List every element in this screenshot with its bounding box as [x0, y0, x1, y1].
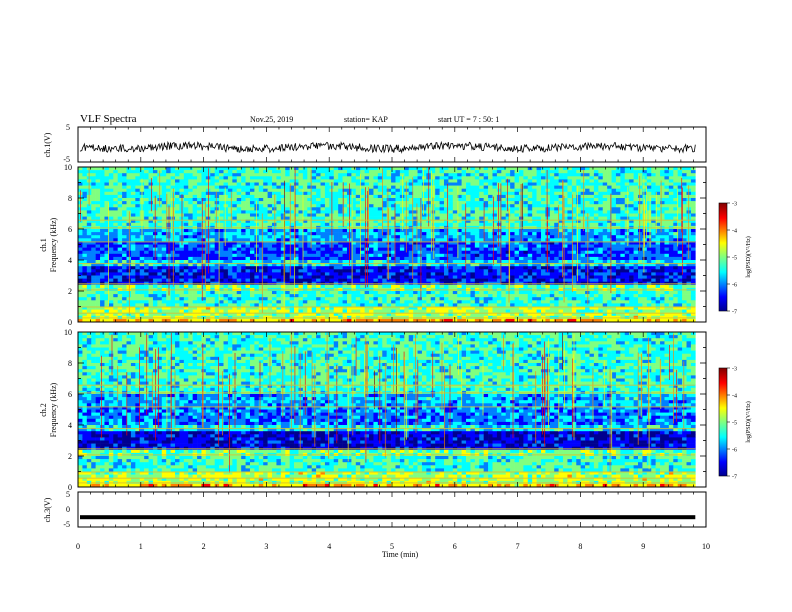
colorbar-tick-label: -6 [732, 448, 737, 454]
ch1-waveform-trace [79, 140, 696, 154]
ch3-waveform-panel: 5 0 -5 ch.3(V) [43, 490, 707, 529]
ch1-spectrogram-channel-label: ch.1 [39, 238, 48, 252]
colorbar-ch2-gradient [718, 367, 728, 477]
spectrogram-ytick-label: 8 [68, 194, 72, 203]
ch1-spectrogram-panel: 0 2 4 6 8 10 ch.1 Frequency (kHz) [39, 163, 707, 327]
ch2-spectrogram-ylabel: Frequency (kHz) [49, 382, 58, 437]
time-tick-label: 5 [390, 542, 394, 551]
colorbar-tick-label: -5 [732, 421, 737, 427]
time-tick-label: 3 [264, 542, 268, 551]
ch1-spectrogram-image [78, 167, 706, 323]
ch1-ytick-bottom: -5 [63, 155, 70, 164]
spectrogram-ytick-label: 4 [68, 421, 72, 430]
time-axis: 0 1 2 3 4 5 6 7 8 9 10 [76, 127, 710, 551]
spectrogram-ytick-label: 6 [68, 225, 72, 234]
ch1-waveform-panel: 5 -5 ch.1(V) [43, 123, 707, 164]
colorbar-tick-label: -5 [732, 256, 737, 262]
ch2-spectrogram-channel-label: ch.2 [39, 403, 48, 417]
time-tick-label: 7 [516, 542, 520, 551]
time-tick-label: 6 [453, 542, 457, 551]
time-tick-label: 10 [702, 542, 710, 551]
colorbar-tick-label: -4 [732, 229, 737, 235]
ch2-spectrogram-panel: 0 2 4 6 8 10 ch.2 Frequency (kHz) [39, 328, 707, 492]
ch1-spectrogram-ylabel: Frequency (kHz) [49, 217, 58, 272]
colorbar-ch2: -3 -4 -5 -6 -7 log(PSD)(V²/Hz) [718, 367, 752, 481]
time-tick-label: 1 [139, 542, 143, 551]
time-tick-label: 0 [76, 542, 80, 551]
ch3-waveform-ylabel: ch.3(V) [43, 497, 52, 522]
colorbar-ch2-label: log(PSD)(V²/Hz) [745, 401, 752, 442]
spectrogram-ytick-label: 10 [64, 163, 72, 172]
ch3-waveform-trace [80, 515, 696, 520]
colorbar-ch1-label: log(PSD)(V²/Hz) [745, 236, 752, 277]
colorbar-ch1-gradient [718, 202, 728, 312]
ch1-ytick-top: 5 [66, 123, 70, 132]
ch3-ytick-bottom: -5 [63, 520, 70, 529]
time-tick-label: 4 [327, 542, 331, 551]
ch2-spectrogram-image [78, 332, 706, 488]
time-tick-label: 9 [641, 542, 645, 551]
colorbar-tick-label: -6 [732, 283, 737, 289]
time-axis-label: Time (min) [382, 550, 419, 559]
colorbar-tick-label: -7 [732, 310, 737, 316]
ch3-waveform-frame [77, 491, 707, 528]
spectrogram-ytick-label: 2 [68, 287, 72, 296]
spectrogram-ytick-label: 10 [64, 328, 72, 337]
time-tick-label: 8 [578, 542, 582, 551]
spectrogram-ytick-label: 0 [68, 318, 72, 327]
spectrogram-ytick-label: 6 [68, 390, 72, 399]
spectrogram-ytick-label: 8 [68, 359, 72, 368]
station-label: station= KAP [344, 115, 388, 124]
ch3-ytick-top: 5 [66, 490, 70, 499]
spectrogram-ytick-label: 4 [68, 256, 72, 265]
colorbar-tick-label: -4 [732, 394, 737, 400]
start-time-label: start UT = 7 : 50: 1 [438, 115, 499, 124]
colorbar-tick-label: -3 [732, 367, 737, 373]
colorbar-tick-label: -3 [732, 202, 737, 208]
time-tick-label: 2 [202, 542, 206, 551]
spectrogram-ytick-label: 0 [68, 483, 72, 492]
ch1-waveform-ylabel: ch.1(V) [43, 132, 52, 157]
colorbar-ch1: -3 -4 -5 -6 -7 log(PSD)(V²/Hz) [718, 202, 752, 316]
ch3-ytick-mid: 0 [66, 505, 70, 514]
spectrogram-ytick-label: 2 [68, 452, 72, 461]
colorbar-tick-label: -7 [732, 475, 737, 481]
figure-title: VLF Spectra [80, 113, 137, 125]
date-label: Nov.25, 2019 [250, 115, 293, 124]
